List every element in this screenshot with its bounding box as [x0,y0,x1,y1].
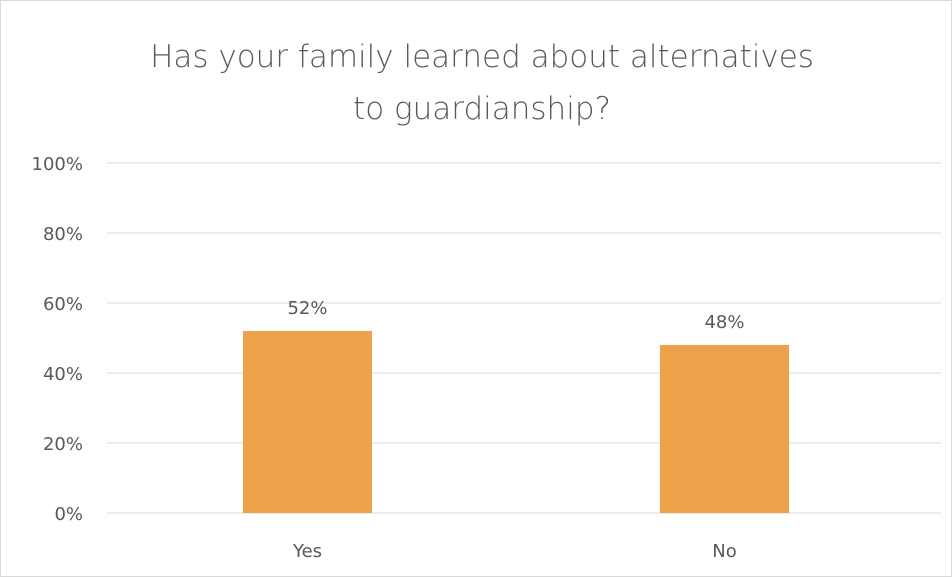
y-tick-label: 40% [43,364,83,385]
data-label: 48% [704,312,744,333]
chart-title-line-2: to guardianship? [353,91,611,127]
y-tick-label: 100% [32,154,83,175]
y-tick-label: 60% [43,294,83,315]
x-category-label: Yes [292,541,322,562]
bars [243,331,789,513]
gridlines [107,162,941,514]
y-axis-ticks: 0% 20% 40% 60% 80% 100% [32,154,83,525]
data-labels: 52% 48% [287,298,744,333]
data-label: 52% [287,298,327,319]
y-tick-label: 0% [54,504,83,525]
x-axis-categories: Yes No [292,541,737,562]
x-category-label: No [712,541,736,562]
y-tick-label: 20% [43,434,83,455]
bar-no [660,345,789,513]
y-tick-label: 80% [43,224,83,245]
chart-title-line-1: Has your family learned about alternativ… [150,39,814,75]
bar-yes [243,331,372,513]
